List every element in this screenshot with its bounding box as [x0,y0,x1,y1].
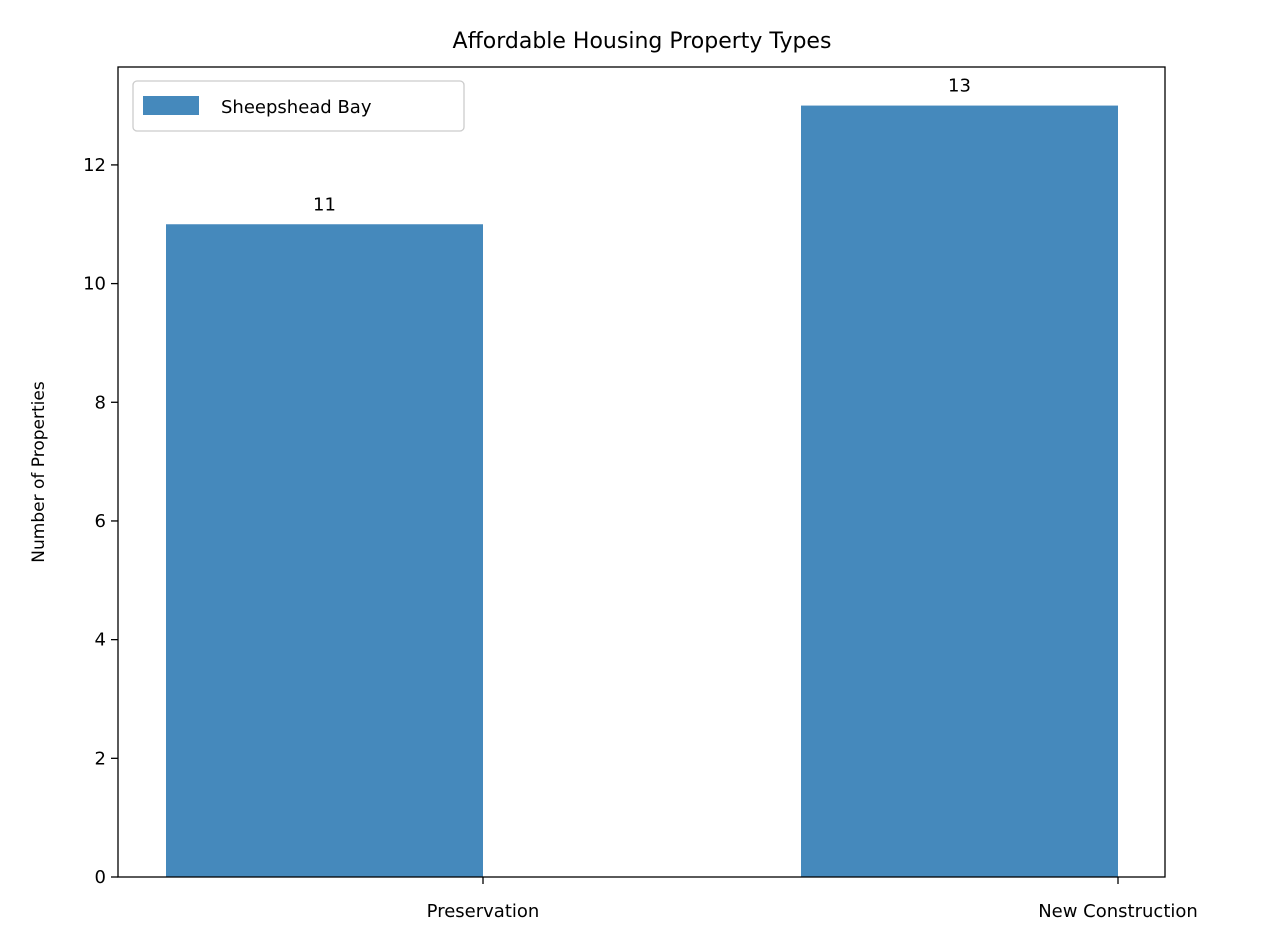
chart-title: Affordable Housing Property Types [453,29,832,54]
x-axis: Preservation New Construction [427,877,1198,922]
plot-marks: 11 13 [166,76,1118,878]
plot-frame [117,66,1166,878]
legend-label-sheepshead-bay: Sheepshead Bay [221,97,372,118]
legend: Sheepshead Bay [132,80,465,132]
bar-preservation [166,224,483,877]
legend-box [132,80,465,132]
y-axis: 0 2 4 6 8 10 12 [83,155,118,888]
x-tick-label-preservation: Preservation [427,901,540,922]
y-tick-label-0: 0 [95,867,106,888]
y-axis-label: Number of Properties [29,381,49,563]
legend-swatch-sheepshead-bay [143,96,199,115]
y-tick-label-2: 2 [95,748,106,769]
bar-new-construction [801,105,1118,878]
y-tick-label-10: 10 [83,274,106,295]
y-tick-label-12: 12 [83,155,106,176]
x-tick-label-new-construction: New Construction [1038,901,1198,922]
y-tick-label-4: 4 [95,630,106,651]
data-label-preservation: 11 [313,194,336,215]
y-tick-label-6: 6 [95,511,106,532]
y-tick-label-8: 8 [95,392,106,413]
data-label-new-construction: 13 [948,76,971,97]
